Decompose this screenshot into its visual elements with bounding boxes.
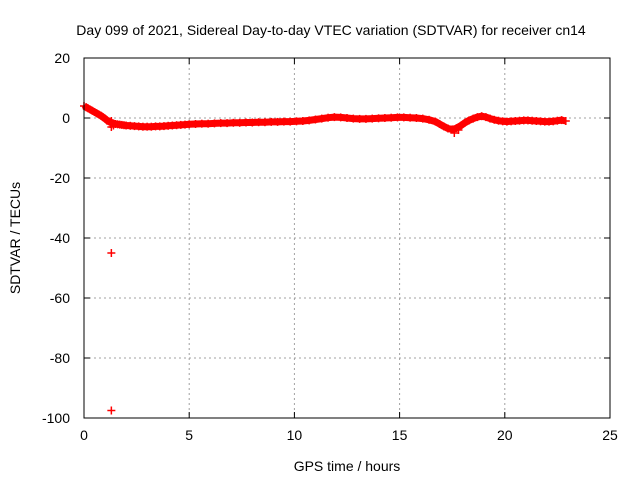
grid [84, 58, 610, 418]
y-tick-label: -20 [50, 170, 70, 186]
y-tick-label: -40 [50, 230, 70, 246]
plot-frame [83, 57, 611, 419]
x-tick-label: 0 [80, 427, 88, 443]
x-tick-label: 10 [287, 427, 303, 443]
x-tick-label: 25 [602, 427, 618, 443]
y-tick-label: -60 [50, 290, 70, 306]
y-axis-label: SDTVAR / TECUs [7, 182, 23, 294]
x-tick-labels: 0 5 10 15 20 25 [80, 427, 618, 443]
data-point [107, 406, 116, 415]
x-axis-label: GPS time / hours [294, 458, 401, 474]
x-tick-label: 5 [185, 427, 193, 443]
y-tick-label: 0 [62, 110, 70, 126]
data-point [107, 249, 116, 257]
y-tick-label: -100 [42, 410, 70, 426]
chart-title: Day 099 of 2021, Sidereal Day-to-day VTE… [76, 22, 586, 38]
y-tick-label: 20 [54, 50, 70, 66]
x-tick-label: 20 [497, 427, 513, 443]
y-tick-label: -80 [50, 350, 70, 366]
x-tick-label: 15 [392, 427, 408, 443]
ticks [83, 57, 611, 419]
y-tick-labels: 20 0 -20 -40 -60 -80 -100 [42, 50, 70, 426]
data-points [80, 102, 570, 415]
data-band [82, 102, 567, 133]
